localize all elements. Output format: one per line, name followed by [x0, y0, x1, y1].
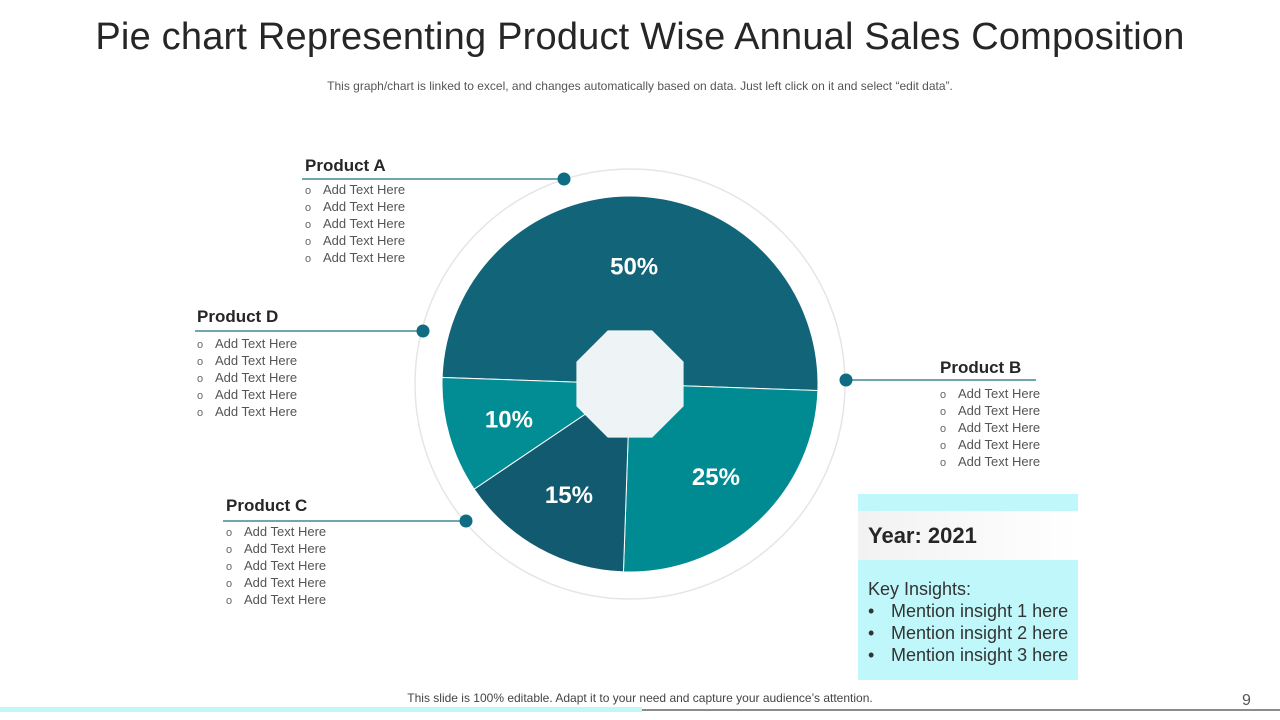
slice-pct-label: 15%	[545, 482, 593, 509]
product-b-list: Add Text Here Add Text Here Add Text Her…	[940, 386, 1040, 471]
list-item: Add Text Here	[197, 404, 297, 421]
list-item: Add Text Here	[197, 353, 297, 370]
list-item: Add Text Here	[305, 250, 405, 267]
list-item: Add Text Here	[197, 336, 297, 353]
footer-bar-cyan	[0, 707, 642, 712]
list-item: Add Text Here	[226, 592, 326, 609]
slice-pct-label: 25%	[692, 464, 740, 491]
product-c-list: Add Text Here Add Text Here Add Text Her…	[226, 524, 326, 609]
year-box	[858, 511, 1078, 560]
list-item: Add Text Here	[940, 420, 1040, 437]
connector-dot	[459, 514, 473, 528]
list-item: Add Text Here	[197, 370, 297, 387]
year-label: Year: 2021	[868, 523, 977, 548]
product-d-label: Product D	[197, 307, 279, 326]
slide-subtitle: This graph/chart is linked to excel, and…	[327, 79, 953, 93]
center-octagon	[576, 330, 684, 438]
list-item: Add Text Here	[226, 524, 326, 541]
footer-text: This slide is 100% editable. Adapt it to…	[407, 691, 873, 705]
slide-title: Pie chart Representing Product Wise Annu…	[95, 16, 1185, 58]
list-item: Add Text Here	[226, 558, 326, 575]
product-d-list: Add Text Here Add Text Here Add Text Her…	[197, 336, 297, 421]
list-item: Add Text Here	[305, 182, 405, 199]
list-item: Add Text Here	[197, 387, 297, 404]
list-item: Add Text Here	[305, 199, 405, 216]
product-b-label: Product B	[940, 358, 1022, 377]
insight-item: Mention insight 2 here	[868, 622, 1068, 644]
product-a-list: Add Text Here Add Text Here Add Text Her…	[305, 182, 405, 267]
pie-slice-product-b	[441, 195, 819, 392]
list-item: Add Text Here	[226, 575, 326, 592]
list-item: Add Text Here	[940, 437, 1040, 454]
list-item: Add Text Here	[305, 233, 405, 250]
slice-pct-label: 10%	[485, 407, 533, 434]
pie-slice-product-d	[473, 383, 631, 573]
list-item: Add Text Here	[940, 386, 1040, 403]
connector-dot	[557, 172, 571, 186]
connector-dot	[416, 324, 430, 338]
connector-dot	[839, 373, 853, 387]
list-item: Add Text Here	[226, 541, 326, 558]
page-number: 9	[1242, 692, 1251, 709]
insights-title: Key Insights:	[868, 579, 972, 599]
pie-slice-product-c	[622, 383, 819, 573]
footer-bar-gray	[642, 709, 1280, 711]
list-item: Add Text Here	[940, 403, 1040, 420]
product-a-label: Product A	[305, 156, 386, 175]
insight-item: Mention insight 1 here	[868, 600, 1068, 622]
insight-top-strip	[858, 494, 1078, 511]
list-item: Add Text Here	[940, 454, 1040, 471]
insight-item: Mention insight 3 here	[868, 644, 1068, 666]
product-c-label: Product C	[226, 496, 308, 515]
list-item: Add Text Here	[305, 216, 405, 233]
slice-pct-label: 50%	[610, 254, 658, 281]
insights-list: Mention insight 1 here Mention insight 2…	[868, 600, 1068, 666]
